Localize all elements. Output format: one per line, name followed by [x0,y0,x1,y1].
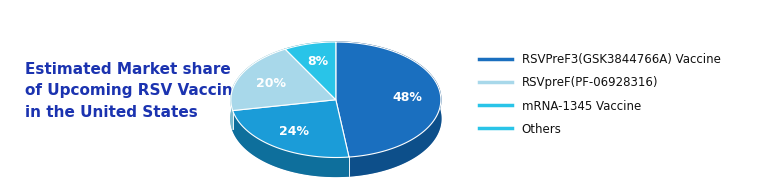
Text: 24%: 24% [279,125,308,138]
Polygon shape [231,49,336,111]
Text: 20%: 20% [256,77,286,90]
Text: 8%: 8% [308,55,329,68]
Text: Estimated Market share
of Upcoming RSV Vaccines
in the United States: Estimated Market share of Upcoming RSV V… [25,62,251,120]
Legend: RSVPreF3(GSK3844766A) Vaccine, RSVpreF(PF-06928316), mRNA-1345 Vaccine, Others: RSVPreF3(GSK3844766A) Vaccine, RSVpreF(P… [475,49,726,140]
Polygon shape [233,100,349,157]
Polygon shape [285,42,336,68]
Polygon shape [231,49,285,129]
Polygon shape [233,111,349,176]
Polygon shape [336,42,440,157]
Polygon shape [285,42,336,100]
Polygon shape [336,42,440,176]
Polygon shape [231,61,440,176]
Text: 48%: 48% [392,91,422,104]
